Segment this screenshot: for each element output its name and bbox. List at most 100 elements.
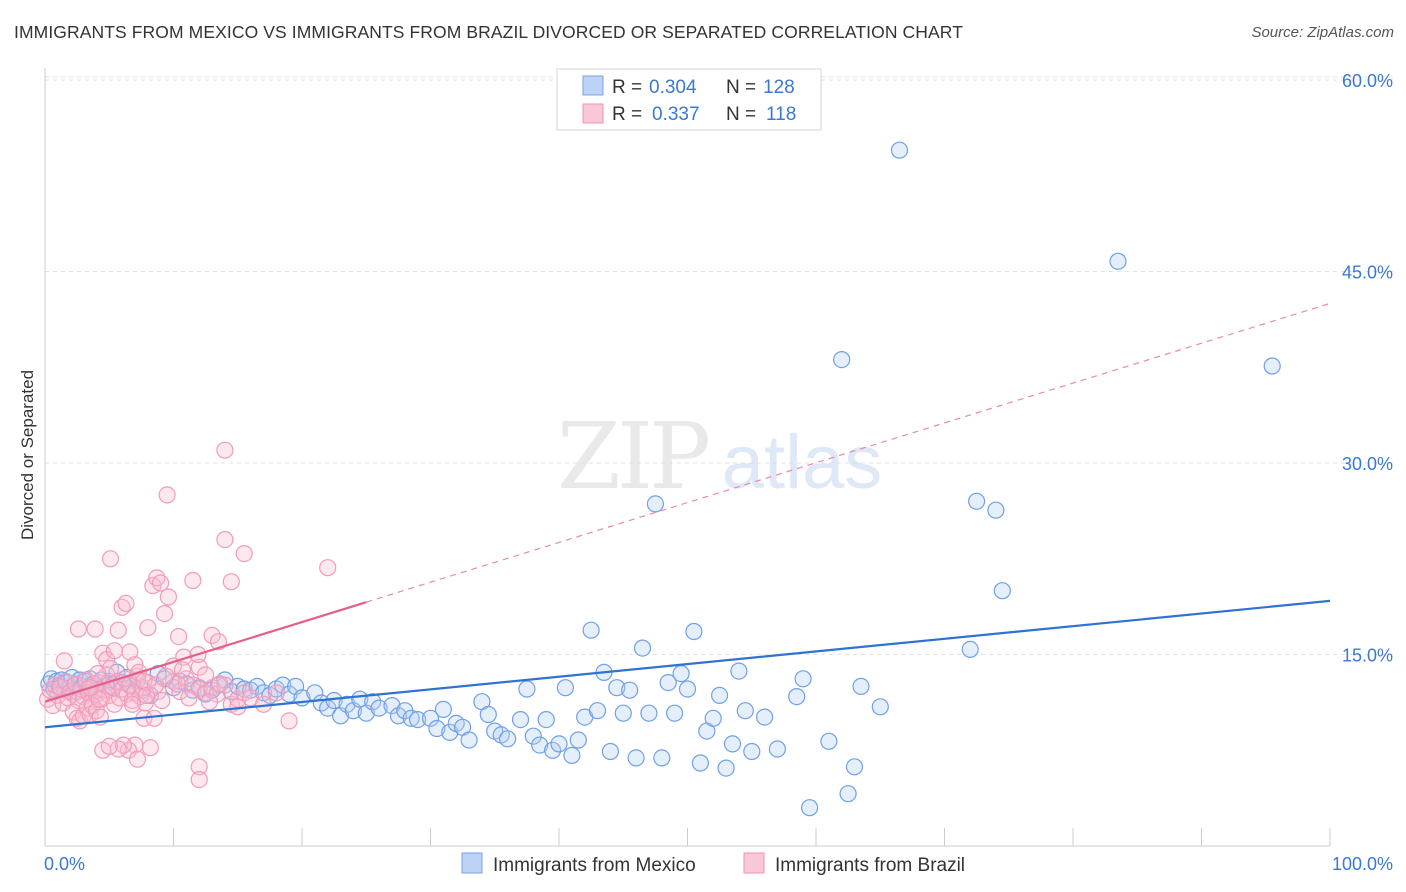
mexico-trend-line [44,599,1331,729]
mexico-point [563,746,581,765]
brazil-point [203,626,221,645]
watermark: ZIP atlas [557,403,882,510]
brazil-trend-line [44,601,367,703]
mexico-point [723,735,742,753]
mexico-point [659,673,677,692]
mexico-point [582,621,600,639]
brazil-point [177,670,195,688]
mexico-point [665,704,684,722]
brazil-point [157,667,175,685]
mexico-point [820,732,838,750]
brazil-n-value: 118 [766,104,796,125]
brazil-r-label: R = [612,104,642,125]
mexico-n-label: N = [726,77,756,98]
mexico-point [550,735,568,753]
mexico-point [704,709,722,727]
brazil-point [86,620,104,638]
brazil-point [152,574,170,592]
mexico-point [640,704,658,722]
mexico-point [755,708,774,726]
brazil-point [319,559,337,577]
legend-brazil-swatch [743,852,765,874]
trend-lines [44,302,1331,729]
mexico-point [235,680,253,698]
brazil-point [180,689,198,707]
mexico-point [961,640,979,659]
brazil-point [158,486,176,504]
brazil-point [139,619,157,637]
mexico-point [364,693,382,711]
brazil-point [101,550,120,568]
brazil-point [121,643,139,661]
brazil-swatch [582,103,604,124]
mexico-point [614,704,632,722]
mexico-point [402,709,420,727]
mexico-point [608,679,626,697]
brazil-point [55,652,73,670]
mexico-point [788,687,806,706]
brazil-point [190,758,208,776]
brazil-point [211,675,229,693]
brazil-point [101,659,120,678]
brazil-point [184,571,202,590]
mexico-point [421,709,440,727]
mexico-point [845,758,864,776]
brazil-point [123,695,141,713]
legend-mexico-swatch [461,852,483,874]
mexico-point [569,731,587,749]
mexico-point [890,141,909,159]
brazil-point [105,642,124,660]
mexico-point [370,699,388,717]
mexico-point [852,677,870,696]
axes [44,68,1331,847]
y-tick-label: 30.0% [1342,454,1393,474]
mexico-point [987,501,1005,519]
mexico-point [588,702,607,720]
mexico-point [993,582,1011,600]
brazil-point [173,661,192,679]
mexico-point [531,736,549,754]
brazil-point [89,664,107,683]
mexico-point [678,680,697,698]
brazil-point [117,594,135,613]
mexico-point [409,710,427,729]
y-tick-label: 15.0% [1342,646,1393,666]
mexico-point [434,700,452,719]
brazil-point [113,680,131,698]
mexico-point [653,749,671,767]
mexico-n-value: 128 [763,77,795,98]
mexico-point [717,759,735,777]
mexico-point [556,679,575,697]
brazil-point [69,620,88,638]
legend-mexico-label: Immigrants from Mexico [493,855,696,876]
mexico-point [460,731,478,749]
brazil-point [170,627,188,646]
brazil-points [38,441,337,789]
mexico-point [672,664,690,683]
brazil-trend-extension [366,302,1331,603]
brazil-n-label: N = [726,104,756,125]
mexico-point [601,742,620,761]
mexico-point [633,639,652,657]
mexico-point [428,719,446,738]
y-tick-label: 60.0% [1342,71,1393,91]
mexico-point [710,686,729,705]
mexico-point [338,695,356,713]
brazil-point [155,604,174,623]
mexico-point [1263,357,1281,375]
legend-brazil-label: Immigrants from Brazil [775,855,965,876]
brazil-point [280,712,298,730]
mexico-point [967,492,986,510]
brazil-point [153,691,171,710]
chart-title: IMMIGRANTS FROM MEXICO VS IMMIGRANTS FRO… [14,22,964,42]
brazil-r-value: 0.337 [652,104,700,125]
gridlines [45,76,1395,655]
tick-labels: 15.0% 30.0% 45.0% 60.0% 0.0% 100.0% [44,71,1393,874]
bottom-legend: Immigrants from Mexico Immigrants from B… [461,852,965,876]
mexico-point [800,799,819,817]
mexico-point [621,681,639,699]
brazil-point [216,530,234,549]
mexico-point [499,730,517,748]
brazil-point [100,737,118,756]
